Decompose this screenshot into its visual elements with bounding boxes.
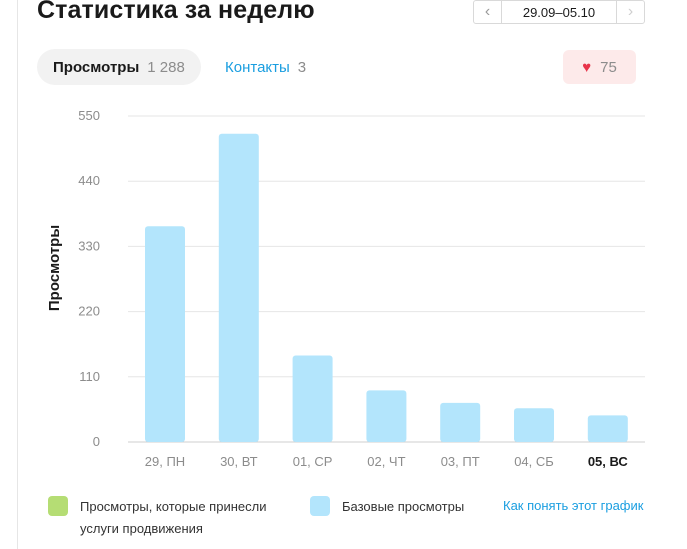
x-tick-label: 02, ЧТ <box>367 454 405 469</box>
left-divider <box>17 0 18 549</box>
likes-count: 75 <box>600 58 617 76</box>
likes-badge[interactable]: ♥ 75 <box>563 50 636 84</box>
x-tick-label: 05, ВС <box>588 454 629 469</box>
tab-views[interactable]: Просмотры 1 288 <box>37 49 201 85</box>
y-tick-label: 330 <box>78 238 100 253</box>
chart-help-link[interactable]: Как понять этот график <box>503 498 644 513</box>
y-tick-label: 0 <box>93 434 100 449</box>
x-tick-label: 01, СР <box>293 454 333 469</box>
bar-6[interactable] <box>514 408 554 442</box>
chevron-left-icon[interactable]: ‹ <box>474 1 502 23</box>
x-tick-label: 03, ПТ <box>441 454 480 469</box>
heart-icon: ♥ <box>582 58 592 76</box>
legend-promo: Просмотры, которые принесли услуги продв… <box>48 496 288 540</box>
x-tick-label: 04, СБ <box>514 454 554 469</box>
legend-base-swatch <box>310 496 330 516</box>
y-tick-label: 550 <box>78 108 100 123</box>
x-tick-label: 30, ВТ <box>220 454 257 469</box>
bar-3[interactable] <box>292 355 333 442</box>
bar-4[interactable] <box>366 390 407 442</box>
tab-contacts-count: 3 <box>297 58 307 76</box>
legend-promo-swatch <box>48 496 68 516</box>
bar-2[interactable] <box>218 133 259 443</box>
x-tick-label: 29, ПН <box>145 454 185 469</box>
y-axis-title: Просмотры <box>46 225 63 311</box>
tab-views-label: Просмотры <box>53 58 140 76</box>
y-axis-ticks: 0 110 220 330 440 550 <box>78 108 100 449</box>
y-tick-label: 220 <box>78 304 100 319</box>
tab-contacts-label: Контакты <box>225 58 290 76</box>
chevron-right-icon[interactable]: › <box>616 1 644 23</box>
date-range-switcher: ‹ 29.09–05.10 › <box>473 0 645 24</box>
chart-bars <box>145 133 628 443</box>
y-tick-label: 110 <box>79 369 100 384</box>
tab-contacts[interactable]: Контакты 3 <box>225 49 306 85</box>
legend-promo-label: Просмотры, которые принесли услуги продв… <box>80 499 267 536</box>
y-tick-label: 440 <box>78 173 100 188</box>
tab-views-count: 1 288 <box>147 58 185 76</box>
legend-base-label: Базовые просмотры <box>342 499 465 514</box>
bar-7[interactable] <box>587 415 628 442</box>
legend-base: Базовые просмотры <box>310 496 464 518</box>
date-range-label: 29.09–05.10 <box>522 4 596 20</box>
page-title: Статистика за неделю <box>37 0 315 24</box>
x-axis-ticks: 29, ПН 30, ВТ 01, СР 02, ЧТ 03, ПТ 04, СБ 05, … <box>145 454 629 469</box>
bar-5[interactable] <box>440 402 481 442</box>
bar-1[interactable] <box>145 226 185 442</box>
